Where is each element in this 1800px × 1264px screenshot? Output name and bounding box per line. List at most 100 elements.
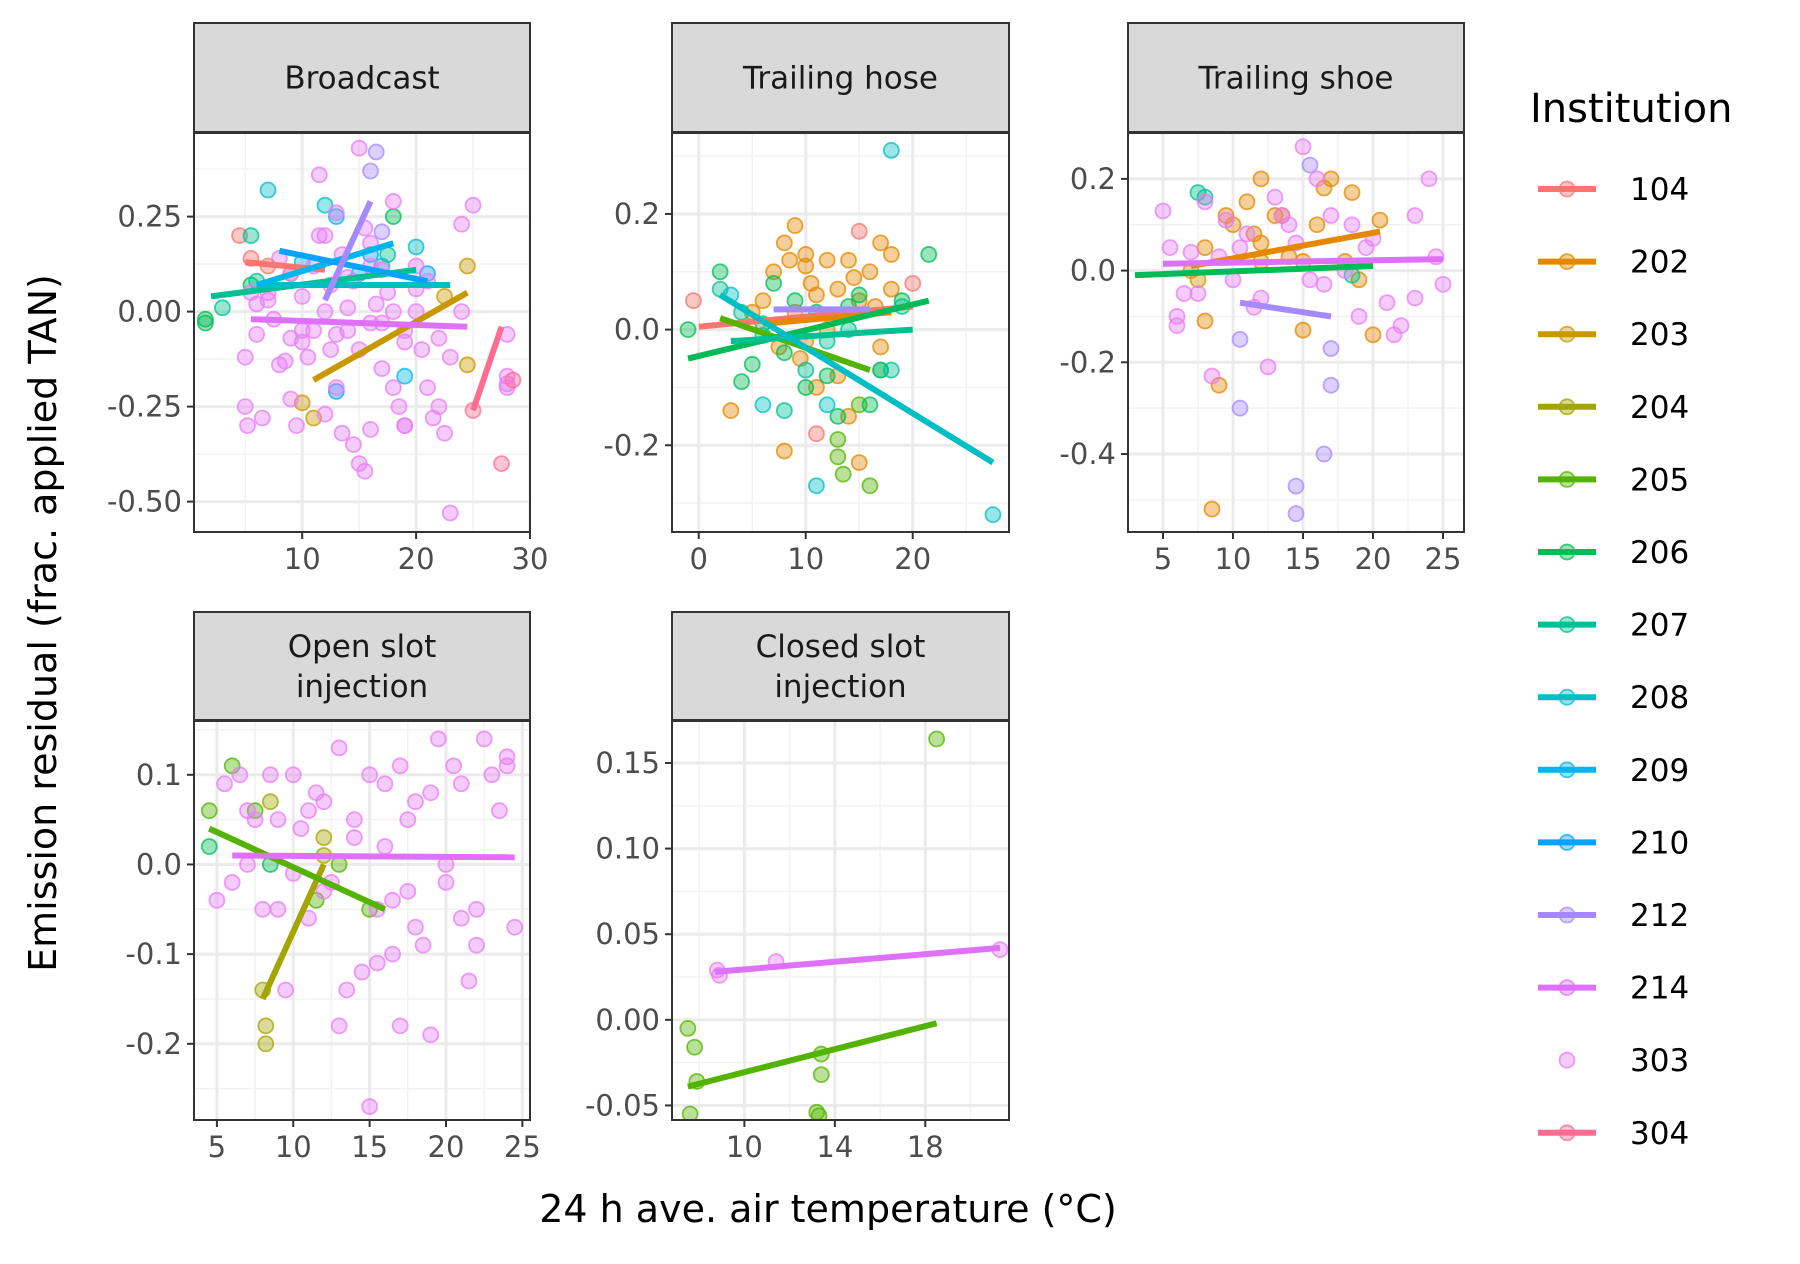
data-point-204 (257, 1017, 275, 1035)
panel-contents (194, 721, 530, 1120)
trend-line-214 (1162, 256, 1444, 267)
data-point-303 (452, 775, 470, 793)
data-point-208 (259, 181, 277, 199)
data-point-208 (984, 506, 1002, 524)
panel-border (671, 132, 1010, 533)
data-point-303 (239, 856, 256, 873)
legend-label: 214 (1630, 971, 1689, 1007)
legend-item-202: 202 (1538, 245, 1689, 281)
legend-label: 203 (1630, 317, 1689, 353)
legend-label: 204 (1630, 390, 1689, 426)
data-point-303 (376, 838, 394, 855)
data-point-202 (1196, 239, 1214, 257)
facet-strip (193, 22, 531, 133)
legend-label: 206 (1630, 535, 1689, 571)
data-point-202 (882, 280, 900, 298)
data-point-303 (436, 424, 453, 442)
data-point-303 (464, 196, 482, 214)
y-tick-label: 0.05 (595, 917, 660, 951)
trend-line-207 (730, 326, 913, 345)
data-point-303 (1259, 358, 1277, 376)
data-point-303 (333, 424, 351, 442)
data-point-212 (1287, 505, 1305, 523)
x-tick-label: 30 (512, 542, 549, 576)
legend-key-point (1558, 253, 1576, 271)
data-point-207 (214, 299, 231, 317)
data-point-303 (345, 829, 363, 846)
data-point-303 (316, 405, 334, 423)
x-tick-label: 0 (690, 542, 708, 576)
data-point-202 (722, 402, 740, 419)
data-point-202 (808, 286, 825, 304)
data-point-304 (504, 371, 522, 389)
data-point-104 (231, 227, 248, 245)
legend: Institution 104 202 203 204 205 206 207 208 209 2… (1530, 86, 1732, 1152)
data-point-206 (775, 344, 793, 362)
y-tick-label: -0.2 (125, 1027, 182, 1061)
trend-line-304 (470, 325, 505, 412)
facet-panel: Trailing hose 0 10 20 0.2 0.0 -0.2 (603, 22, 1010, 576)
data-point-202 (775, 442, 793, 460)
trend-line-205 (687, 1020, 938, 1090)
data-point-303 (491, 802, 508, 820)
panel-border (193, 720, 531, 1121)
x-tick-label: 20 (894, 542, 931, 576)
x-tick-label: 15 (1285, 542, 1322, 576)
trend-line-205 (208, 825, 387, 913)
data-point-303 (1196, 193, 1214, 211)
data-point-303 (498, 757, 516, 775)
y-tick-label: 0.0 (136, 847, 182, 881)
panel-border (193, 132, 531, 533)
data-point-303 (430, 329, 448, 347)
y-tick-label: 0.0 (614, 313, 660, 347)
data-point-202 (1308, 216, 1326, 234)
data-point-206 (920, 246, 938, 263)
legend-item-204: 204 (1538, 390, 1689, 426)
data-point-205 (200, 802, 218, 820)
y-tick-label: 0.10 (595, 832, 660, 866)
data-point-208 (316, 196, 334, 214)
data-point-303 (362, 420, 379, 438)
data-point-303 (373, 360, 391, 378)
data-point-303 (1273, 207, 1291, 224)
data-point-207 (797, 361, 815, 379)
legend-key-point (1558, 543, 1576, 561)
legend-key-point (1558, 1124, 1576, 1142)
y-tick-label: 0.0 (1070, 254, 1116, 288)
legend-label: 205 (1630, 462, 1689, 498)
data-point-303 (299, 348, 317, 366)
legend-item-203: 203 (1538, 317, 1689, 353)
data-point-303 (460, 972, 478, 990)
data-point-202 (845, 269, 863, 286)
data-point-303 (316, 227, 334, 245)
data-point-303 (453, 303, 471, 321)
data-point-303 (1406, 289, 1424, 307)
x-tick-label: 10 (726, 1130, 763, 1164)
data-point-303 (1168, 317, 1186, 335)
data-point-209 (396, 367, 414, 385)
data-point-303 (269, 900, 287, 918)
data-point-303 (468, 936, 485, 954)
legend-key-point (1558, 398, 1576, 416)
y-tick-label: 0.00 (117, 295, 182, 329)
data-point-303 (1322, 207, 1340, 224)
trend-line-214 (714, 944, 1001, 975)
legend-key-point (1558, 470, 1576, 488)
data-point-205 (829, 448, 847, 466)
y-tick-label: 0.00 (595, 1003, 660, 1037)
legend-item-104: 104 (1538, 172, 1689, 208)
data-point-206 (200, 838, 218, 855)
data-point-202 (765, 263, 783, 281)
data-point-303 (422, 1026, 440, 1044)
legend-key-point (1558, 180, 1576, 198)
data-point-303 (316, 303, 334, 321)
data-point-303 (361, 766, 379, 784)
data-point-303 (330, 739, 348, 757)
data-point-206 (196, 314, 214, 332)
data-point-303 (399, 882, 417, 900)
y-tick-label: -0.2 (603, 428, 660, 462)
data-point-104 (850, 222, 868, 240)
data-point-212 (1322, 340, 1340, 357)
data-point-303 (1301, 271, 1319, 289)
data-point-202 (797, 257, 815, 275)
